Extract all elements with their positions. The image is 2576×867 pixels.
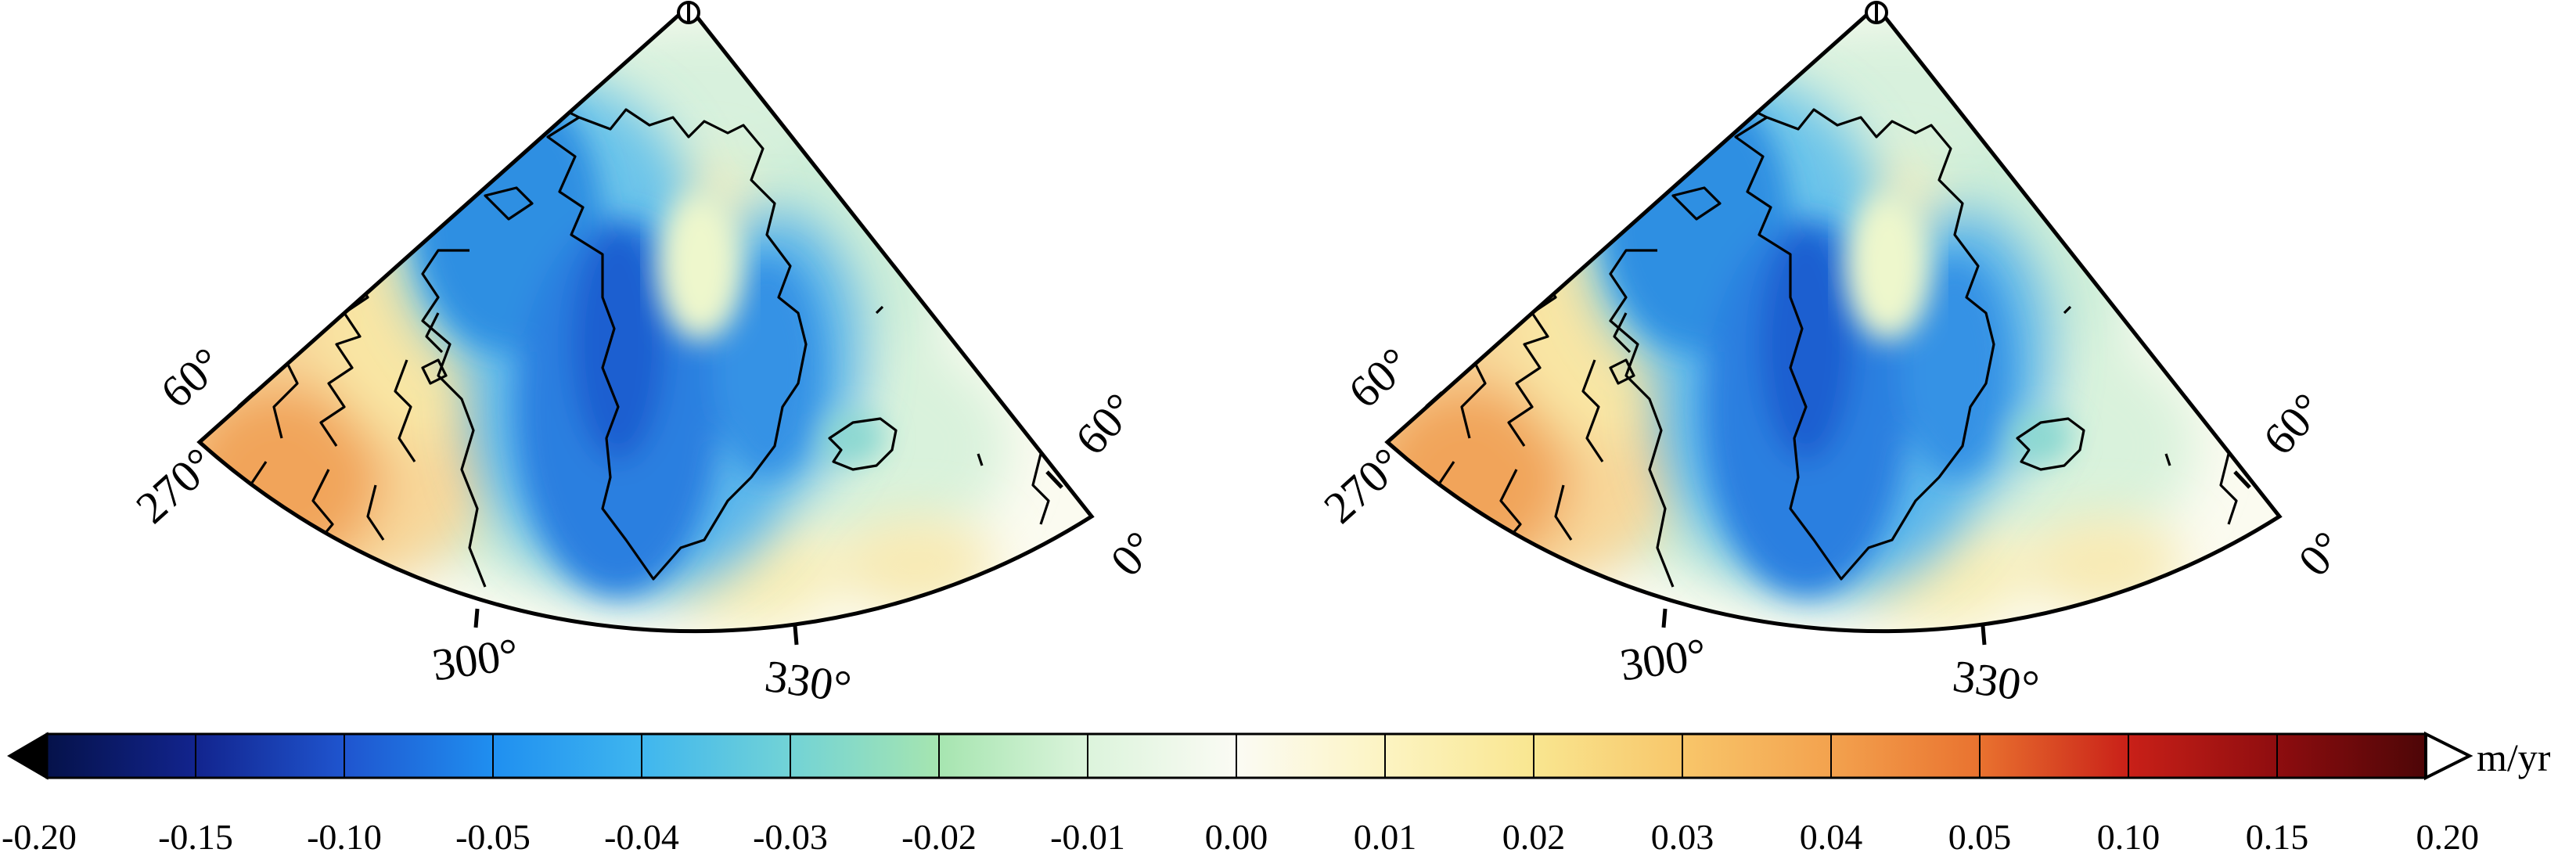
colorbar-segment	[1534, 734, 1683, 778]
map-left-lat-label-west: 60°	[151, 337, 232, 418]
colorbar-segment	[2277, 734, 2427, 778]
colorbar-tick-label: -0.04	[604, 817, 679, 857]
colorbar-tick-label: -0.05	[455, 817, 531, 857]
colorbar-segment	[642, 734, 791, 778]
colorbar-segment	[1682, 734, 1832, 778]
colorbar-segment	[47, 734, 196, 778]
map-left-lon-label-0: 0°	[1100, 521, 1165, 585]
colorbar-extend-low	[7, 732, 49, 780]
map-left-lon-label-330: 330°	[762, 650, 854, 713]
colorbar-tick-label: 0.01	[1354, 817, 1417, 857]
colorbar-tick-label: -0.10	[307, 817, 382, 857]
map-right-lon-label-300: 300°	[1617, 628, 1709, 691]
colorbar-tick-label: 0.15	[2246, 817, 2309, 857]
map-left: 60° 270° 300° 330° 60° 0°	[126, 0, 1166, 713]
map-right-lat-label-east: 60°	[2253, 383, 2333, 465]
colorbar-segment	[1831, 734, 1981, 778]
map-right-lat-label-west: 60°	[1339, 337, 1420, 418]
map-right-frame	[1384, 3, 2283, 634]
map-left-lon-label-300: 300°	[429, 628, 521, 691]
colorbar-tick-label: 0.03	[1651, 817, 1714, 857]
colorbar-tick-label: 0.10	[2097, 817, 2160, 857]
colorbar-segment	[1236, 734, 1386, 778]
map-left-field	[149, 0, 1135, 665]
colorbar-segment	[1385, 734, 1534, 778]
colorbar-tick-label: 0.02	[1502, 817, 1566, 857]
map-right-lon-label-330: 330°	[1950, 650, 2042, 713]
map-right-field	[1337, 0, 2322, 665]
colorbar-tick-label: -0.03	[753, 817, 828, 857]
colorbar-tick-label: -0.01	[1050, 817, 1125, 857]
map-left-lat-label-east: 60°	[1065, 383, 1146, 465]
colorbar-tick-label: -0.20	[2, 817, 77, 857]
colorbar-tick-label: 0.20	[2416, 817, 2480, 857]
colorbar-tick-label: 0.04	[1800, 817, 1863, 857]
colorbar-extend-high	[2424, 731, 2473, 781]
colorbar: -0.20 -0.15 -0.10 -0.05 -0.04 -0.03 -0.02 -0.01…	[2, 731, 2551, 857]
map-left-frame	[196, 3, 1095, 634]
colorbar-segment	[790, 734, 940, 778]
map-right-lon-label-0: 0°	[2288, 521, 2353, 585]
colorbar-segment	[493, 734, 642, 778]
colorbar-tick-label: -0.15	[158, 817, 233, 857]
colorbar-tick-label: -0.02	[901, 817, 977, 857]
colorbar-segment	[344, 734, 494, 778]
colorbar-segment	[1088, 734, 1237, 778]
colorbar-segment	[1980, 734, 2129, 778]
colorbar-segments	[47, 734, 2427, 778]
map-right: 60° 270° 300° 330° 60° 0°	[1314, 0, 2354, 713]
colorbar-unit-label: m/yr	[2477, 736, 2551, 779]
colorbar-segment	[2128, 734, 2278, 778]
colorbar-tick-labels: -0.20 -0.15 -0.10 -0.05 -0.04 -0.03 -0.02 -0.01…	[2, 817, 2479, 857]
colorbar-tick-label: 0.00	[1205, 817, 1268, 857]
colorbar-segment	[939, 734, 1088, 778]
colorbar-segment	[196, 734, 345, 778]
colorbar-tick-label: 0.05	[1948, 817, 2012, 857]
